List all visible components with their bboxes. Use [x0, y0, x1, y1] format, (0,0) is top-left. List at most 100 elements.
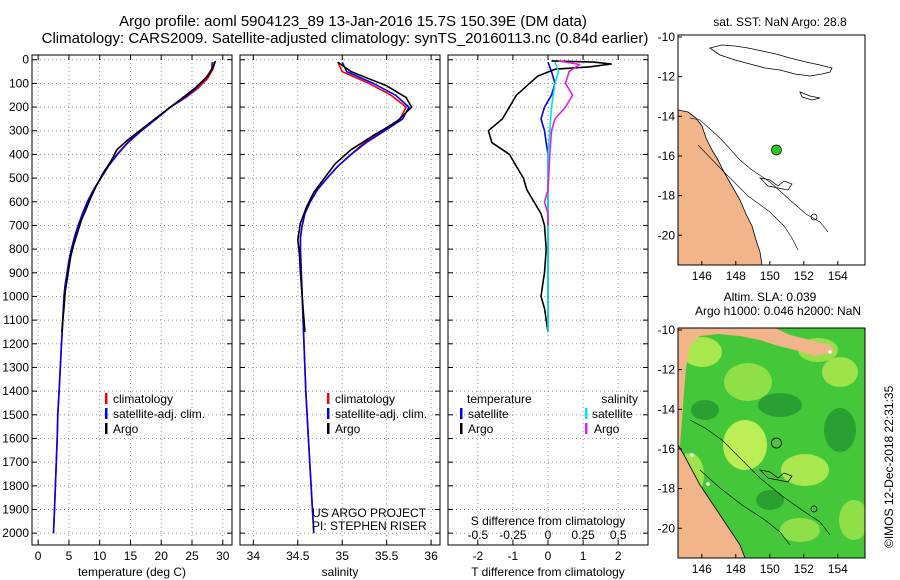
legend-satellite-swatch: [105, 408, 108, 419]
sla-map-lon-label: 152: [794, 562, 814, 576]
x-tick-label: 36: [424, 549, 438, 563]
y-tick-label: 1800: [2, 479, 29, 493]
secondary-tick-label: 0: [545, 528, 552, 542]
sla-map-lon-label: 146: [692, 562, 712, 576]
series-line: [61, 60, 217, 333]
plot-frame: [31, 54, 233, 546]
imos-stamp: ©IMOS 12-Dec-2018 22:31:35: [882, 385, 896, 548]
y-tick-label: 700: [9, 218, 29, 232]
y-tick-label: 1700: [2, 455, 29, 469]
series-line: [543, 60, 581, 226]
sla-map-blob: [781, 454, 829, 486]
x-tick-label: 0: [545, 549, 552, 563]
sst-map-lon-label: 146: [692, 269, 712, 283]
x-tick-label: 15: [124, 549, 138, 563]
sla-map-blob: [839, 500, 865, 540]
y-tick-label: 900: [9, 266, 29, 280]
sst-map-ticks: 146 148 150 152 154 -10 -12 -14 -16 -18 -20: [658, 30, 848, 283]
x-tick-label: 5: [66, 549, 73, 563]
y-tick-label: 300: [9, 124, 29, 138]
sla-map-lat-label: -16: [658, 442, 676, 456]
sla-map-land-south: [678, 445, 745, 558]
sst-map-reef-1: [758, 177, 793, 191]
difference-legend: temperature salinity satellite Argo sate…: [460, 392, 638, 436]
sla-map-blob: [758, 393, 802, 417]
sla-map-title-1: Altim. SLA: 0.039: [724, 290, 817, 304]
salinity-legend: climatology satellite-adj. clim. Argo: [327, 392, 427, 436]
legend-argo-label: Argo: [113, 422, 139, 436]
legend-argo-swatch: [327, 423, 330, 434]
sla-map-lat-label: -14: [658, 402, 676, 416]
sst-map-lat-label: -14: [658, 109, 676, 123]
legend-temperature-heading: temperature: [467, 392, 532, 406]
sla-map-shelf-contours: [689, 419, 831, 546]
profile-panels: 0100200300400500600700800900100011001200…: [2, 53, 649, 579]
y-tick-label: 1200: [2, 337, 29, 351]
y-tick-label: 500: [9, 171, 29, 185]
y-tick-label: 1500: [2, 408, 29, 422]
sst-map-frame: [677, 34, 866, 266]
sst-map-land: [678, 110, 762, 265]
sst-map-lat-label: -12: [658, 70, 676, 84]
x-tick-label: 20: [155, 549, 169, 563]
chart-panel-1: 0100200300400500600700800900100011001200…: [2, 53, 233, 579]
sla-map-blob: [723, 420, 767, 470]
y-tick-label: 1900: [2, 502, 29, 516]
sla-map-station: [690, 453, 694, 457]
y-tick-label: 400: [9, 147, 29, 161]
legend-satellite-label: satellite-adj. clim.: [335, 407, 427, 421]
legend-argo-label: Argo: [335, 422, 361, 436]
sla-map-content: [678, 328, 865, 558]
x-tick-label: -2: [472, 549, 483, 563]
x-axis-label: temperature (deg C): [78, 565, 186, 579]
sla-map-reef-1: [758, 469, 793, 483]
sla-map-blob: [724, 363, 772, 401]
y-tick-label: 200: [9, 100, 29, 114]
legend-salinity-heading: salinity: [601, 392, 638, 406]
x-tick-label: 2: [615, 549, 622, 563]
sla-map: 146 148 150 152 154 -10 -12 -14 -16 -18 -20: [658, 323, 866, 576]
sst-map: 146 148 150 152 154 -10 -12 -14 -16 -18 -20: [658, 30, 866, 283]
sst-map-float-marker: [771, 144, 782, 156]
title-line-2: Climatology: CARS2009. Satellite-adjuste…: [42, 30, 649, 47]
legend-climatology-swatch: [105, 393, 108, 404]
temperature-legend: climatology satellite-adj. clim. Argo: [105, 392, 205, 436]
legend-t-argo-label: Argo: [468, 422, 494, 436]
legend-t-satellite-label: satellite: [468, 407, 509, 421]
sla-map-lat-label: -10: [658, 323, 676, 337]
sst-map-lon-label: 154: [828, 269, 848, 283]
x-tick-label: 0: [35, 549, 42, 563]
y-tick-label: 1400: [2, 384, 29, 398]
sst-map-island-1: [709, 44, 833, 77]
x-tick-label: 10: [93, 549, 107, 563]
y-tick-label: 1300: [2, 360, 29, 374]
sla-map-float-marker: [771, 437, 782, 449]
y-tick-label: 1000: [2, 289, 29, 303]
sla-map-blob: [824, 408, 856, 452]
chart-panel-2: 34 34.5 35 35.5 36 salinity: [239, 54, 441, 579]
y-tick-label: 0: [22, 53, 29, 67]
x-tick-label: 34.5: [286, 549, 310, 563]
legend-satellite-label: satellite-adj. clim.: [113, 407, 205, 421]
y-tick-label: 100: [9, 76, 29, 90]
sst-map-lon-label: 152: [794, 269, 814, 283]
sla-map-lon-label: 154: [828, 562, 848, 576]
sla-map-lon-label: 148: [726, 562, 746, 576]
legend-s-satellite-label: satellite: [592, 407, 633, 421]
y-tick-label: 600: [9, 195, 29, 209]
legend-t-argo-swatch: [460, 423, 463, 434]
series-line: [52, 61, 215, 534]
legend-satellite-swatch: [327, 408, 330, 419]
plot-frame: [239, 54, 441, 546]
sla-map-blob: [822, 357, 858, 387]
sla-map-lon-label: 150: [760, 562, 780, 576]
y-tick-label: 2000: [2, 526, 29, 540]
x-tick-label: 35: [336, 549, 350, 563]
sla-map-blob: [691, 400, 719, 420]
sst-map-island-2: [799, 91, 821, 101]
x-tick-label: -1: [508, 549, 519, 563]
x-tick-label: 35.5: [375, 549, 399, 563]
sst-map-lat-label: -18: [658, 189, 676, 203]
sla-map-lat-label: -12: [658, 363, 676, 377]
